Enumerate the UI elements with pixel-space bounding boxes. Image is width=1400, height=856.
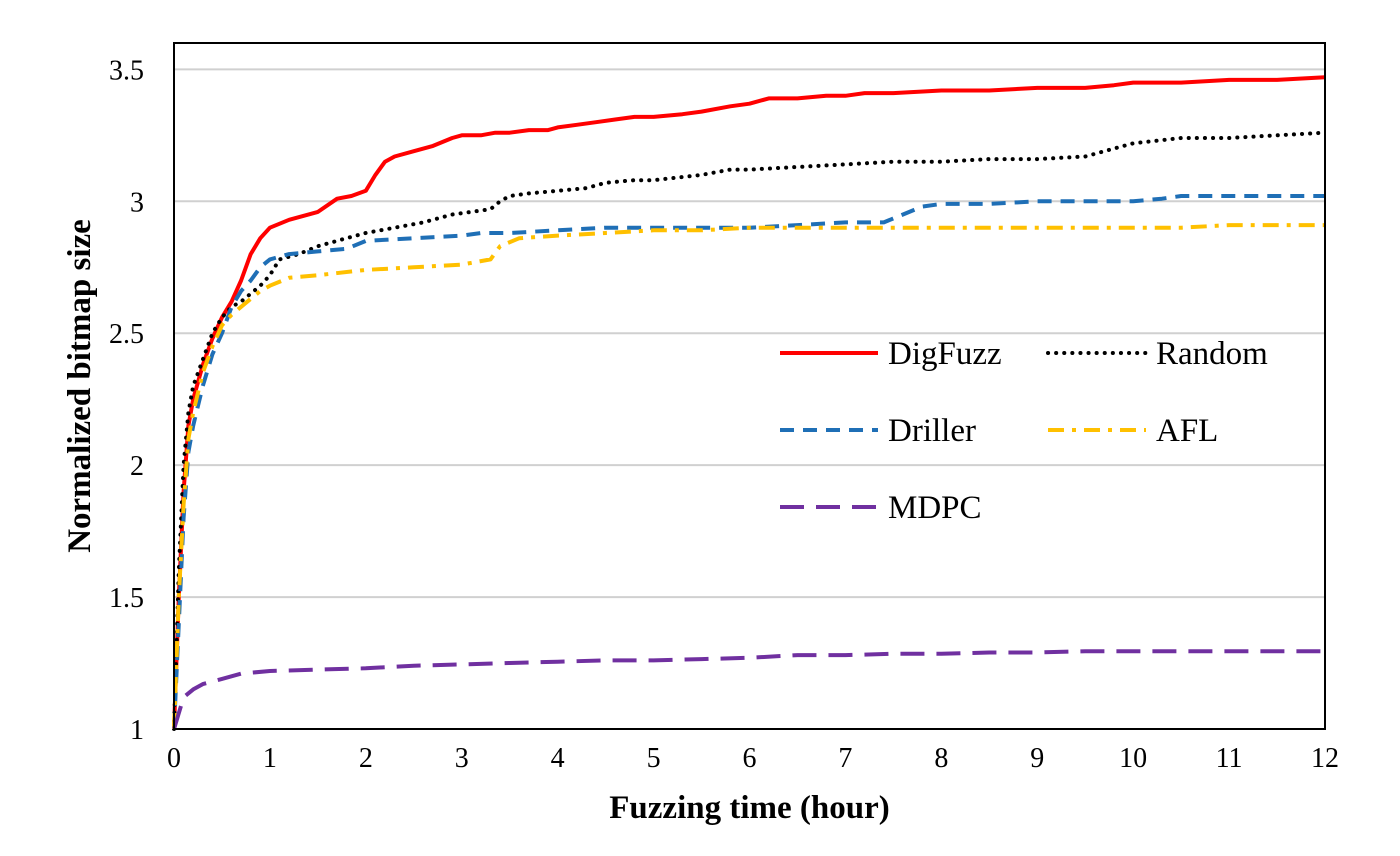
y-axis-title: Normalized bitmap size (62, 219, 98, 553)
series-lines (172, 75, 1327, 731)
plot-frame (173, 42, 1326, 730)
x-tick-label: 7 (838, 743, 852, 774)
x-tick-label: 9 (1030, 743, 1044, 774)
series-line-mdpc (172, 649, 1325, 730)
gridlines (174, 68, 1325, 599)
y-axis-ticks: 1 1.5 2 2.5 3 3.5 (109, 55, 144, 746)
legend-label-driller: Driller (888, 413, 976, 449)
y-tick-label: 1 (130, 715, 144, 746)
x-tick-label: 2 (359, 743, 373, 774)
y-tick-label: 2 (130, 451, 144, 482)
y-tick-label: 3.5 (109, 55, 144, 86)
series-line-driller (172, 194, 1325, 730)
legend: DigFuzz Random Driller AFL MDPC (780, 336, 1268, 526)
y-tick-label: 3 (130, 187, 144, 218)
x-tick-label: 5 (647, 743, 661, 774)
series-line-digfuzz (172, 75, 1326, 730)
legend-label-random: Random (1156, 336, 1268, 372)
legend-label-afl: AFL (1156, 413, 1218, 449)
x-tick-label: 6 (743, 743, 757, 774)
x-axis-ticks: 0 1 2 3 4 5 6 7 8 9 10 11 12 (167, 743, 1339, 774)
x-axis-title: Fuzzing time (hour) (609, 790, 889, 826)
y-tick-label: 1.5 (109, 583, 144, 614)
legend-label-mdpc: MDPC (888, 490, 982, 526)
x-tick-label: 1 (263, 743, 277, 774)
series-line-random (172, 130, 1327, 731)
x-tick-label: 8 (934, 743, 948, 774)
x-tick-label: 11 (1216, 743, 1243, 774)
x-tick-label: 4 (551, 743, 565, 774)
x-tick-label: 12 (1311, 743, 1339, 774)
x-tick-label: 10 (1119, 743, 1147, 774)
x-tick-label: 3 (455, 743, 469, 774)
legend-label-digfuzz: DigFuzz (888, 336, 1002, 372)
y-tick-label: 2.5 (109, 319, 144, 350)
x-tick-label: 0 (167, 743, 181, 774)
series-line-afl (172, 223, 1325, 730)
